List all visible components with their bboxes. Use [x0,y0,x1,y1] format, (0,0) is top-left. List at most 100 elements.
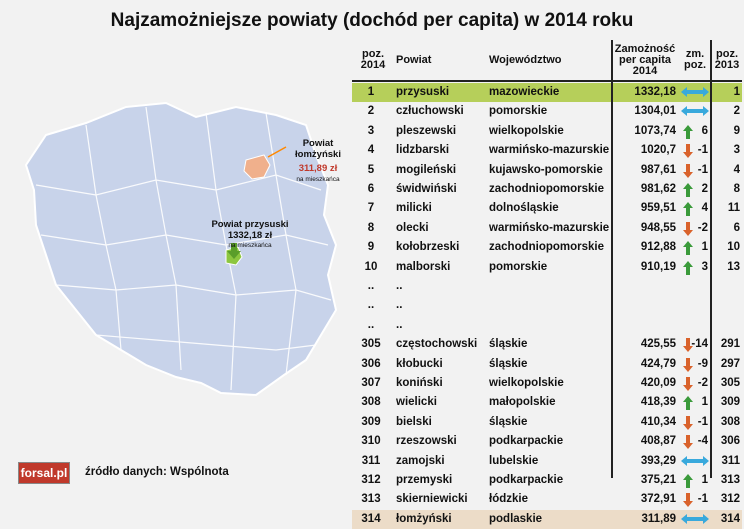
table-row: 3 pleszewski wielkopolskie 1073,74 6 9 [352,122,742,141]
lomza-label: Powiat łomżyński [295,138,341,160]
cell-powiat: zamojski [396,454,445,467]
lomza-value: 311,89 zł [298,163,338,174]
cell-poz2014: 310 [361,435,381,448]
cell-poz2013 [712,277,740,296]
table-row: 10 malborski pomorskie 910,19 3 13 [352,258,742,277]
cell-powiat: łomżyński [396,512,452,525]
cell-poz2013: 306 [720,435,740,448]
table-row: 306 kłobucki śląskie 424,79 -9 297 [352,355,742,374]
cell-wojewodztwo: podkarpackie [489,435,564,448]
cell-value: 311,89 [641,512,676,525]
cell-powiat: .. [396,299,403,312]
cell-poz2014: 305 [361,338,381,351]
table-row: 309 bielski śląskie 410,34 -1 308 [352,413,742,432]
cell-wojewodztwo: wielkopolskie [489,377,564,389]
cell-value [614,296,676,315]
cell-powiat: mogileński [396,163,457,176]
cell-powiat: wielicki [396,396,437,409]
cell-poz2013: 309 [720,396,740,409]
trend-up-icon [683,260,693,275]
trend-down-icon [683,357,693,372]
cell-value: 410,34 [640,415,676,428]
cell-powiat: .. [396,318,403,331]
cell-change: -9 [697,357,708,370]
cell-powiat: przemyski [396,474,453,486]
cell-poz2014: 308 [361,396,381,409]
cell-poz2014: 4 [367,144,375,157]
table-header: poz. 2014 Powiat Województwo Zamożność per… [352,40,742,82]
cell-poz2014: 307 [361,377,381,389]
cell-change: 6 [701,124,708,137]
table-row: 310 rzeszowski podkarpackie 408,87 -4 306 [352,432,742,451]
cell-powiat: częstochowski [396,338,478,351]
cell-wojewodztwo: warmińsko-mazurskie [489,144,610,157]
cell-wojewodztwo: podkarpackie [489,474,564,486]
cell-poz2013: 291 [720,338,740,351]
cell-wojewodztwo: lubelskie [489,454,539,467]
cell-poz2013: 314 [720,512,740,525]
cell-value: 981,62 [640,183,676,195]
cell-poz2014: 9 [367,241,375,254]
column-divider [710,40,712,478]
cell-change [690,510,708,529]
cell-poz2013 [712,316,740,335]
cell-change: 4 [701,202,708,215]
cell-powiat: bielski [396,415,432,428]
przysuski-value: 1332,18 zł [227,230,273,241]
cell-change: 1 [701,474,708,486]
cell-poz2013: 3 [733,144,740,157]
cell-poz2013: 9 [733,124,740,137]
header-wojewodztwo: Województwo [489,53,562,66]
cell-poz2014: 8 [367,221,375,234]
cell-wojewodztwo: małopolskie [489,396,556,409]
cell-poz2013: 8 [733,183,740,195]
trend-up-icon [683,241,693,256]
cell-value: 987,61 [640,163,676,176]
trend-down-icon [683,144,693,159]
cell-wojewodztwo: wielkopolskie [489,124,564,137]
cell-change: 2 [701,183,708,195]
cell-change: 1 [701,241,708,254]
cell-powiat: olecki [396,221,429,234]
table-row: 5 mogileński kujawsko-pomorskie 987,61 -1 4 [352,161,742,180]
header-poz2013: poz. 2013 [714,48,740,71]
cell-poz2013: 313 [720,474,740,486]
cell-wojewodztwo: śląskie [489,357,528,370]
trend-up-icon [683,202,693,217]
cell-wojewodztwo: kujawsko-pomorskie [489,163,603,176]
table-row: 8 olecki warmińsko-mazurskie 948,55 -2 6 [352,219,742,238]
cell-change: -2 [697,221,708,234]
cell-value: 1332,18 [634,86,676,98]
chart-title: Najzamożniejsze powiaty (dochód per capi… [110,10,634,31]
cell-poz2013: 297 [720,357,740,370]
table-row: 311 zamojski lubelskie 393,29 311 [352,452,742,471]
cell-value: 912,88 [640,241,676,254]
trend-down-icon [683,415,693,430]
cell-poz2013: 1 [733,86,740,98]
table-row: 9 kołobrzeski zachodniopomorskie 912,88 1 10 [352,238,742,257]
trend-up-icon [683,183,693,197]
cell-poz2014: 314 [361,512,381,525]
cell-poz2013: 11 [727,202,740,215]
przysuski-unit: na mieszkańca [228,242,272,249]
cell-wojewodztwo: mazowieckie [489,86,560,98]
table-row: 1 przysuski mazowieckie 1332,18 1 [352,83,742,102]
header-powiat: Powiat [396,53,432,66]
cell-value: 425,55 [640,338,676,351]
table-row: 312 przemyski podkarpackie 375,21 1 313 [352,471,742,490]
lomza-region [243,154,271,180]
cell-poz2013: 2 [733,105,740,118]
cell-poz2014: 2 [367,105,375,118]
cell-wojewodztwo: pomorskie [489,260,548,273]
cell-value [614,316,676,335]
cell-value [614,277,676,296]
table-row: .... [352,277,742,296]
cell-change: -1 [697,493,708,506]
table-row: 6 świdwiński zachodniopomorskie 981,62 2 8 [352,180,742,199]
cell-poz2013: 305 [720,377,740,389]
cell-value: 948,55 [640,221,676,234]
cell-poz2014: .. [367,299,375,312]
cell-poz2013 [712,296,740,315]
cell-poz2014: 1 [367,86,375,98]
cell-powiat: kłobucki [396,357,443,370]
